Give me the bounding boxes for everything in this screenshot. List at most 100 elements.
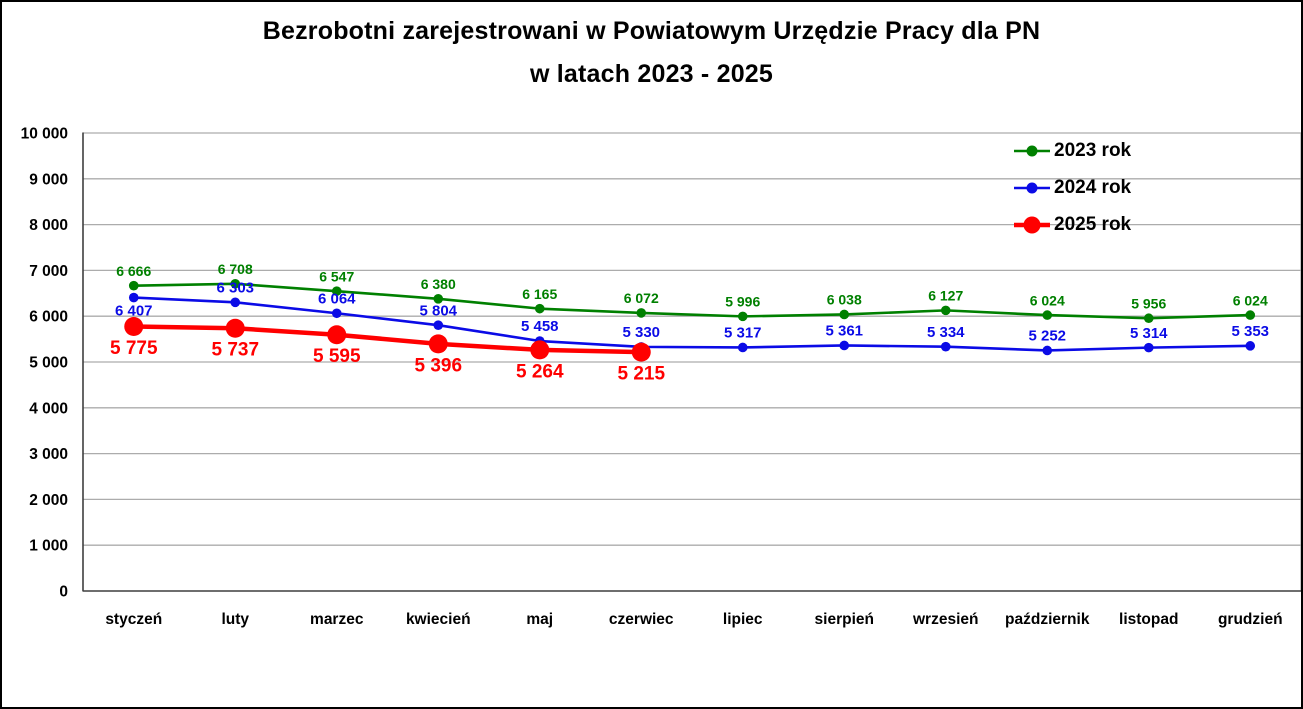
y-tick-label: 0 (59, 584, 68, 601)
data-point-marker (128, 292, 139, 303)
y-tick-label: 4 000 (29, 400, 68, 417)
data-label: 6 303 (216, 280, 254, 297)
data-point-marker (1042, 310, 1053, 320)
data-label: 5 215 (617, 364, 665, 385)
x-tick-label: grudzień (1218, 611, 1283, 628)
data-label: 6 038 (827, 292, 862, 308)
data-label: 5 314 (1130, 325, 1168, 342)
data-point-marker (1143, 342, 1154, 353)
chart-title: Bezrobotni zarejestrowani w Powiatowym U… (2, 10, 1301, 96)
x-tick-label: wrzesień (912, 611, 978, 628)
data-point-marker (433, 320, 444, 330)
data-point-marker (1245, 341, 1256, 351)
y-tick-label: 7 000 (29, 263, 68, 280)
data-label: 5 775 (110, 338, 158, 359)
data-label: 5 330 (622, 324, 660, 341)
data-label: 5 361 (825, 323, 863, 340)
data-label: 5 317 (724, 325, 762, 342)
x-tick-label: czerwiec (609, 611, 674, 628)
x-tick-label: luty (221, 611, 249, 628)
y-tick-label: 8 000 (29, 217, 68, 234)
data-label: 5 334 (927, 324, 965, 341)
series-2025-rok: 5 775 5 737 5 595 5 396 5 264 5 215 (110, 317, 665, 385)
legend-line-marker-icon (1014, 216, 1050, 233)
x-tick-label: styczeń (105, 611, 162, 628)
y-tick-label: 10 000 (21, 126, 68, 143)
y-tick-label: 2 000 (29, 492, 68, 509)
data-label: 6 666 (116, 263, 151, 279)
y-tick-label: 1 000 (29, 538, 68, 555)
chart-legend: 2023 rok 2024 rok 2025 rok (1012, 132, 1131, 243)
data-point-marker (230, 297, 241, 308)
y-tick-label: 3 000 (29, 446, 68, 463)
series-line (133, 324, 642, 355)
data-label: 5 996 (725, 294, 760, 310)
data-label: 6 024 (1233, 292, 1268, 308)
data-point-marker (534, 303, 545, 314)
data-point-marker (737, 342, 748, 353)
data-point-marker (225, 318, 245, 338)
x-tick-label: maj (526, 611, 553, 628)
series-2023-rok: 6 666 6 708 6 547 6 380 6 165 6 072 5 996 6 038… (116, 261, 1268, 324)
x-tick-label: lipiec (723, 611, 763, 628)
data-point-marker (327, 325, 347, 345)
data-point-marker (331, 286, 342, 296)
data-label: 5 353 (1231, 323, 1269, 340)
data-point-marker (124, 317, 144, 337)
data-point-marker (631, 342, 651, 362)
legend-item-2023-rok: 2023 rok (1012, 132, 1131, 169)
chart-title-line2: w latach 2023 - 2025 (529, 60, 774, 88)
data-label: 6 127 (928, 288, 963, 304)
data-label: 5 458 (521, 318, 559, 335)
y-tick-label: 6 000 (29, 309, 68, 326)
x-axis-labels: styczeń luty marzec kwiecień maj czerwiec lipi… (105, 611, 1282, 628)
data-point-marker (940, 341, 951, 352)
data-label: 6 380 (421, 276, 456, 292)
data-point-marker (1042, 345, 1053, 356)
data-label: 6 072 (624, 290, 659, 306)
data-point-marker (1245, 310, 1256, 320)
x-tick-label: kwiecień (406, 611, 471, 628)
gridlines (83, 132, 1301, 546)
x-tick-label: sierpień (815, 611, 874, 628)
data-label: 5 956 (1131, 295, 1166, 311)
data-point-marker (839, 309, 850, 320)
x-tick-label: marzec (310, 611, 364, 628)
legend-label: 2024 rok (1054, 176, 1132, 198)
series-line (133, 282, 1251, 320)
legend-line-marker-icon (1014, 182, 1050, 193)
data-point-marker (1143, 313, 1154, 324)
x-tick-label: październik (1005, 611, 1090, 628)
data-label: 6 024 (1030, 292, 1065, 308)
data-point-marker (940, 305, 951, 316)
y-tick-label: 9 000 (29, 171, 68, 188)
data-label: 6 407 (115, 302, 153, 319)
data-label: 5 396 (414, 355, 462, 376)
data-label: 6 547 (319, 268, 354, 284)
data-label: 5 252 (1028, 328, 1066, 345)
chart-title-line1: Bezrobotni zarejestrowani w Powiatowym U… (262, 17, 1041, 45)
data-point-marker (433, 293, 444, 304)
data-label: 6 064 (318, 290, 356, 307)
data-point-marker (839, 340, 850, 351)
data-label: 5 804 (419, 302, 457, 319)
data-point-marker (230, 278, 241, 289)
x-tick-label: listopad (1119, 611, 1178, 628)
data-label: 6 165 (522, 286, 557, 302)
y-axis-labels: 0 1 000 2 000 3 000 4 000 5 000 6 000 7 000 8 00… (21, 126, 68, 601)
legend-line-marker-icon (1014, 145, 1050, 156)
data-label: 5 595 (313, 346, 361, 367)
data-point-marker (128, 280, 139, 291)
data-point-marker (428, 334, 448, 354)
data-label: 5 264 (516, 361, 564, 382)
legend-label: 2025 rok (1054, 213, 1132, 235)
y-tick-label: 5 000 (29, 355, 68, 372)
legend-label: 2023 rok (1054, 139, 1132, 161)
data-label: 5 737 (211, 340, 259, 361)
data-point-marker (636, 308, 647, 318)
data-point-marker (737, 311, 748, 322)
series-line (133, 296, 1251, 352)
data-point-marker (331, 308, 342, 319)
